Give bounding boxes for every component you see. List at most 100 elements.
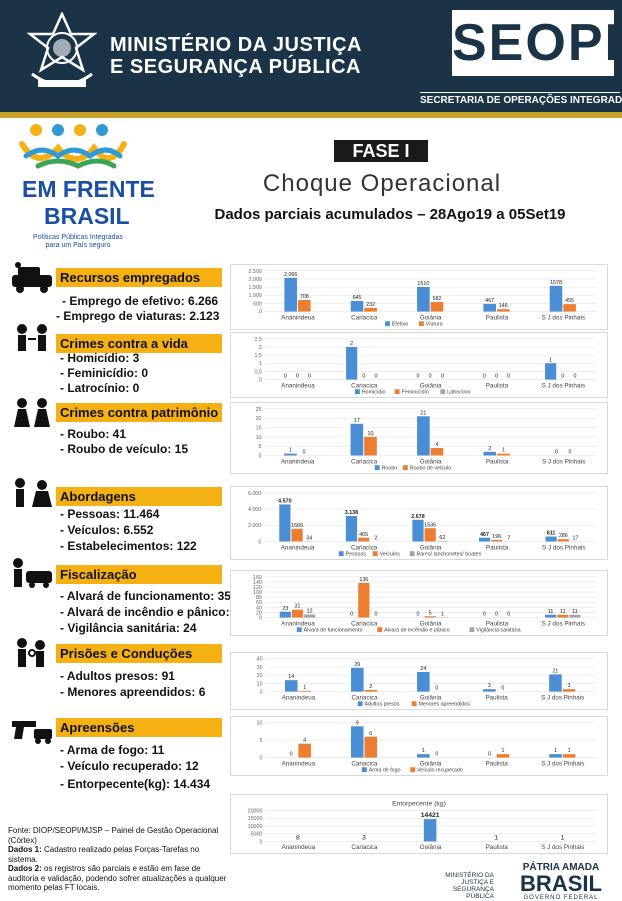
coat-of-arms-icon (22, 12, 102, 98)
stat-line: - Adultos presos: 91 (60, 669, 175, 683)
brand-line1: EM FRENTE (22, 176, 155, 203)
data-label: 645 (353, 295, 362, 301)
seopi-logo: SEOPI (452, 10, 614, 76)
bar (431, 302, 444, 311)
legend-label: Bares/ lanchonetes/ boates (417, 552, 482, 558)
bar (285, 680, 298, 691)
stat-line: - Menores apreendidos: 6 (60, 685, 205, 699)
data-label: 23 (282, 606, 288, 612)
data-label: 0 (573, 374, 576, 380)
y-tick-label: 4.000 (248, 507, 261, 513)
y-tick-label: 15 (256, 425, 262, 431)
stat-value: 15 (175, 442, 188, 456)
bar (364, 437, 377, 456)
x-tick-label: S J dos Pinhais (542, 458, 585, 465)
data-label: 12 (307, 609, 313, 615)
stat-label: - Latrocínio: (60, 381, 133, 395)
data-label: 14 (288, 674, 294, 680)
stat-line: - Emprego de viaturas: 2.123 (56, 309, 219, 323)
y-tick-label: 0,5 (254, 369, 261, 375)
legend-swatch (403, 465, 408, 470)
legend-label: Efetivo (392, 322, 408, 328)
bar (346, 516, 357, 541)
stat-value: 3 (133, 351, 140, 365)
dados1-label: Dados 1: (8, 845, 42, 854)
brand-line2: BRASIL (44, 203, 130, 230)
data-label: 21 (552, 668, 558, 674)
y-tick-label: 10 (257, 681, 263, 687)
legend-label: Menores apreendidos (419, 702, 471, 708)
bar (358, 583, 369, 618)
section-title: Abordagens (56, 487, 222, 506)
data-label: 0 (296, 374, 299, 380)
robbery-icon (10, 396, 54, 432)
x-tick-label: Cariacica (351, 314, 378, 321)
y-tick-label: 15000 (248, 816, 263, 822)
data-label: 0 (435, 752, 438, 758)
brand-subtitle: Políticas Públicas Integradas para um Pa… (28, 234, 128, 250)
dados2-label: Dados 2: (8, 864, 42, 873)
data-label: 196 (492, 534, 501, 540)
x-tick-label: Ananindeua (282, 694, 316, 701)
stat-value: 6.552 (123, 523, 153, 537)
data-label: 14421 (421, 812, 440, 819)
x-tick-label: S J dos Pinhais (541, 760, 584, 767)
bar (365, 690, 378, 692)
fonte-line: Fonte: DIOP/SEOPI/MJSP – Painel de Gestã… (8, 826, 230, 845)
data-label: 24 (420, 666, 426, 672)
x-tick-label: Paulista (486, 458, 509, 465)
bar (351, 424, 364, 456)
legend-label: Latrocínio (447, 390, 470, 396)
legend-label: Adultos presos (364, 702, 399, 708)
data-label: 1569 (291, 523, 303, 529)
x-tick-label: S J dos Pinhais (541, 694, 584, 701)
data-label: 582 (432, 296, 441, 302)
bar (284, 454, 297, 456)
data-label: 1 (502, 748, 505, 754)
y-tick-label: 1.500 (249, 285, 262, 291)
y-tick-label: 1.000 (249, 293, 262, 299)
data-label: 11 (560, 609, 566, 615)
data-label: 0 (501, 686, 504, 692)
bar (364, 737, 377, 758)
legend-label: Feminicídio (402, 390, 429, 396)
bar (346, 347, 357, 380)
data-label: 0 (308, 374, 311, 380)
x-tick-label: Ananindeua (281, 544, 315, 551)
bar-chart: 010203040Ananindeua141Cariacica292Goiâni… (230, 652, 608, 710)
dados1-line: Dados 1: Cadastro realizado pelas Forças… (8, 845, 230, 864)
stat-value: 11.464 (123, 507, 159, 521)
chart-title: Entorpecente (kg) (392, 801, 446, 808)
x-tick-label: Paulista (486, 314, 509, 321)
bar (484, 452, 497, 456)
stat-line: - Estabelecimentos: 122 (60, 539, 197, 553)
data-label: 3 (362, 834, 366, 841)
y-tick-label: 10 (256, 721, 262, 727)
data-label: 7 (507, 535, 510, 541)
data-label: 232 (366, 302, 375, 308)
bar (364, 308, 377, 312)
y-tick-label: 1 (259, 361, 262, 367)
bar (431, 448, 444, 455)
data-label: 1636 (424, 522, 436, 528)
bar (497, 754, 510, 757)
bar (351, 301, 364, 312)
operation-title: Choque Operacional (242, 170, 522, 198)
stat-label: - Feminicídio: (60, 366, 141, 380)
footer-notes: Fonte: DIOP/SEOPI/MJSP – Painel de Gestã… (8, 826, 230, 893)
y-tick-label: 5 (259, 444, 262, 450)
ministry-title-line1: MINISTÉRIO DA JUSTIÇA (110, 34, 362, 57)
stat-line: - Latrocínio: 0 (60, 381, 139, 395)
data-label: 2 (350, 341, 353, 347)
legend-swatch (297, 627, 302, 632)
bar (550, 286, 563, 312)
y-tick-label: 6.000 (248, 491, 261, 497)
y-tick-label: 20 (257, 673, 263, 679)
bar (425, 528, 436, 541)
legend-swatch (375, 465, 380, 470)
data-label: 29 (354, 662, 360, 668)
stat-label: - Arma de fogo: (60, 743, 152, 757)
bar (563, 304, 576, 311)
bar (437, 541, 448, 542)
bar (545, 363, 556, 379)
